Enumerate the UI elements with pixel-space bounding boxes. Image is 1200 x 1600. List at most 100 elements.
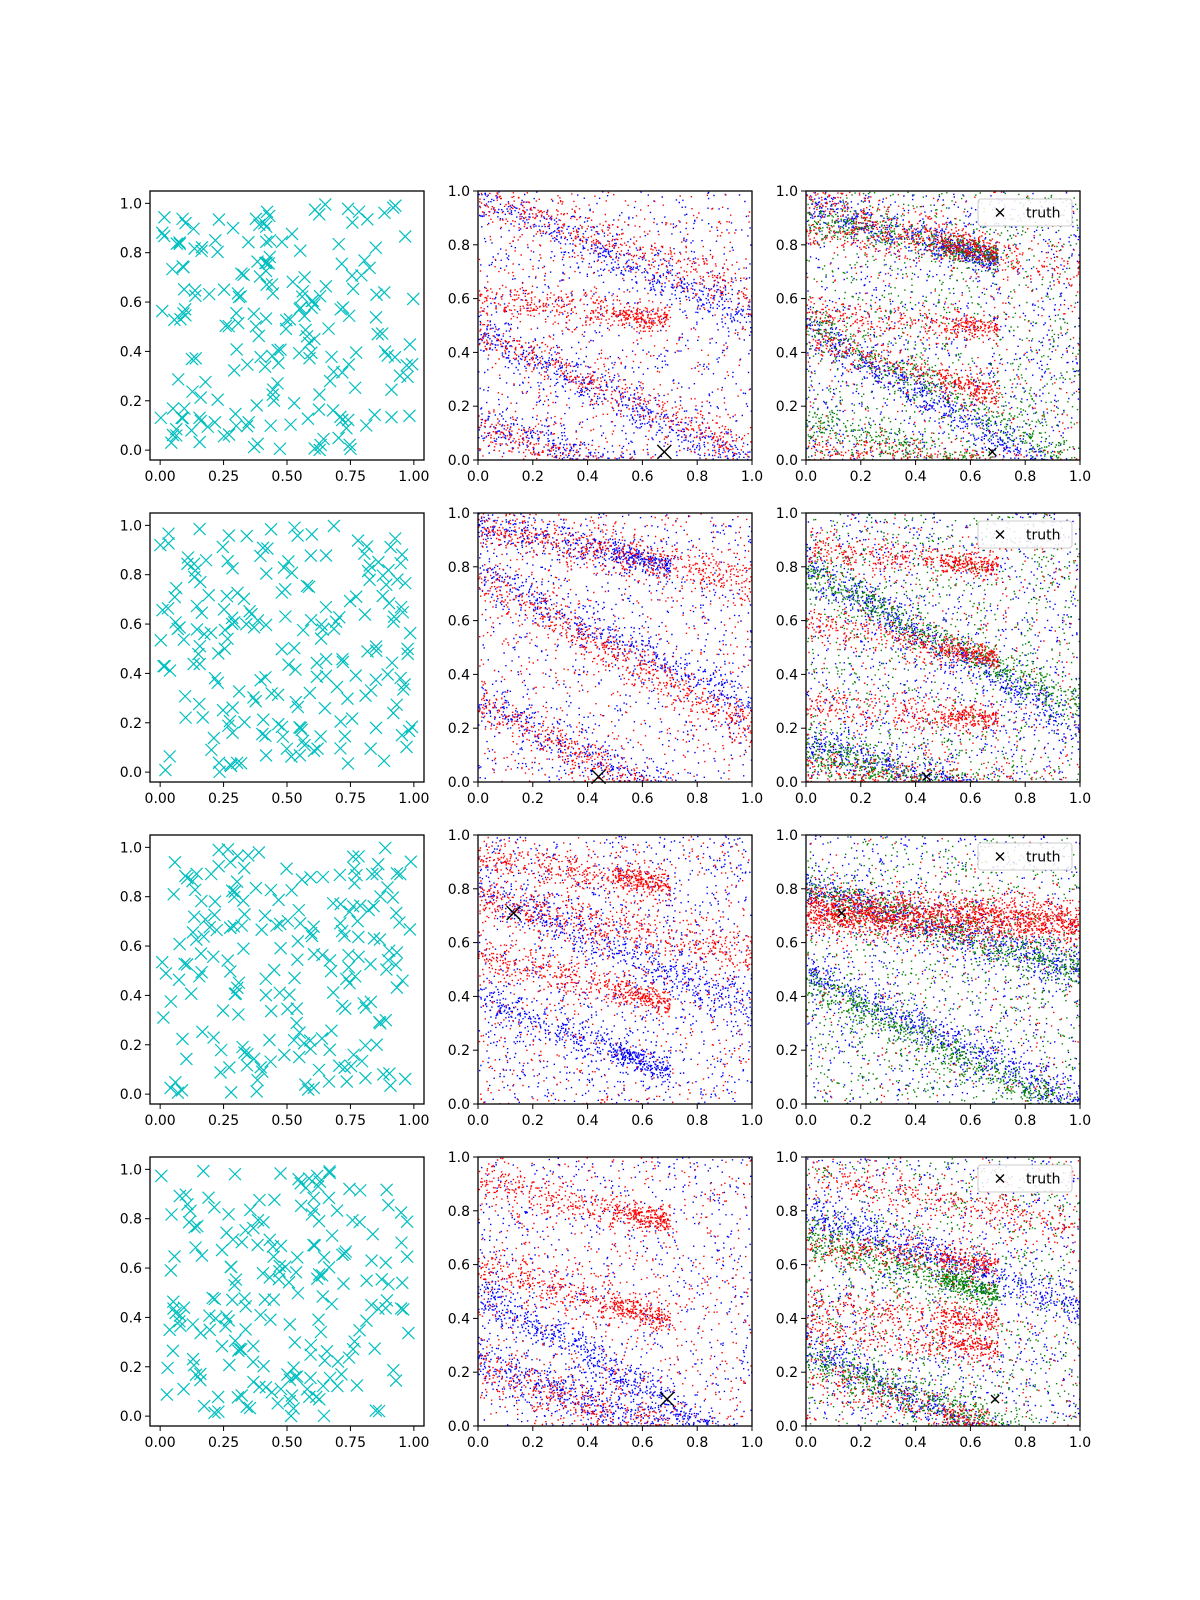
sample-marker — [295, 723, 309, 737]
sample-marker — [263, 250, 277, 264]
sample-marker — [315, 1032, 329, 1045]
sample-marker — [290, 953, 304, 967]
sample-marker — [368, 408, 382, 422]
sample-marker — [379, 1013, 393, 1027]
sample-marker — [260, 278, 274, 292]
point-cloud — [806, 191, 1080, 460]
sample-marker — [335, 924, 349, 938]
x-tick-label: 0.2 — [850, 1435, 872, 1451]
sample-marker — [316, 870, 330, 884]
sample-marker — [186, 385, 199, 399]
sample-marker — [304, 926, 318, 940]
sample-marker — [172, 1314, 186, 1328]
sample-marker — [369, 640, 383, 653]
sample-marker — [237, 861, 251, 875]
x-tick-label: 0.75 — [335, 1113, 366, 1129]
sample-marker — [363, 573, 377, 587]
sample-marker — [259, 256, 272, 270]
panel-r1-c2: 0.0 0.2 0.4 0.6 0.8 1.0 0.0 0.2 0.4 0.6 0.8 1.0 trut… — [776, 506, 1091, 807]
sample-marker — [274, 343, 287, 357]
sample-marker — [401, 647, 415, 661]
sample-marker — [185, 352, 199, 366]
sample-marker — [316, 1379, 330, 1393]
sample-marker — [333, 916, 347, 930]
sample-marker — [395, 1236, 408, 1250]
sample-marker — [369, 241, 383, 255]
sample-marker — [180, 957, 194, 971]
sample-marker — [199, 553, 213, 567]
sample-marker — [197, 1399, 211, 1413]
sample-marker — [202, 1191, 215, 1205]
sample-marker — [285, 1389, 299, 1402]
sample-marker — [264, 419, 278, 433]
sample-marker — [270, 919, 283, 933]
point-cloud — [806, 513, 1080, 782]
sample-marker — [298, 309, 311, 323]
sample-marker — [384, 540, 398, 554]
x-tick-label: 0.0 — [795, 1435, 817, 1451]
sample-marker — [172, 973, 186, 987]
sample-marker — [372, 555, 385, 569]
sample-marker — [218, 642, 232, 656]
sample-marker — [168, 1249, 181, 1263]
y-tick-label: 0.2 — [776, 721, 798, 737]
sample-marker — [214, 1043, 228, 1057]
sample-marker — [342, 1351, 356, 1365]
sample-marker — [302, 580, 316, 594]
sample-marker — [193, 522, 207, 536]
sample-marker — [385, 410, 398, 424]
x-tick-label: 0.8 — [686, 469, 708, 485]
x-tick-label: 0.4 — [904, 469, 926, 485]
sample-marker — [161, 1361, 175, 1375]
y-tick-label: 0.0 — [448, 1419, 470, 1435]
sample-marker — [231, 286, 245, 300]
sample-marker — [323, 1166, 337, 1180]
sample-marker — [228, 1334, 242, 1348]
sample-marker — [238, 715, 251, 729]
x-tick-label: 0.0 — [795, 469, 817, 485]
sample-marker — [283, 1373, 297, 1387]
x-tick-label: 0.8 — [1014, 1113, 1036, 1129]
sample-marker — [208, 671, 222, 685]
truth-marker — [837, 908, 847, 918]
sample-marker — [254, 1060, 268, 1074]
legend-label: truth — [1026, 206, 1060, 222]
sample-marker — [390, 981, 404, 994]
sample-marker — [259, 235, 273, 249]
y-tick-label: 0.0 — [448, 453, 470, 469]
y-tick-label: 0.8 — [120, 890, 142, 906]
sample-marker — [189, 1241, 203, 1254]
sample-marker — [236, 894, 250, 908]
point-cloud — [478, 191, 752, 460]
y-tick-label: 0.2 — [776, 1043, 798, 1059]
sample-marker — [381, 349, 395, 362]
sample-marker — [224, 1085, 238, 1099]
x-tick-label: 0.75 — [335, 791, 366, 807]
sample-marker — [365, 1254, 379, 1268]
y-tick-label: 1.0 — [448, 506, 470, 522]
sample-marker — [305, 929, 319, 943]
sample-marker — [177, 633, 191, 647]
sample-marker — [253, 270, 267, 284]
y-tick-label: 1.0 — [448, 828, 470, 844]
y-tick-label: 0.8 — [120, 1212, 142, 1228]
sample-marker — [319, 279, 333, 293]
series-green — [806, 835, 1080, 1104]
sample-marker — [320, 1344, 334, 1358]
sample-marker — [379, 1301, 393, 1315]
y-tick-label: 0.4 — [120, 1310, 142, 1326]
legend-marker — [995, 530, 1005, 539]
axes-frame — [805, 1156, 1081, 1427]
sample-marker — [334, 715, 348, 729]
legend-marker — [995, 1174, 1005, 1183]
x-tick-label: 0.8 — [686, 791, 708, 807]
sample-marker — [238, 907, 251, 921]
y-tick-label: 0.4 — [776, 345, 798, 361]
sample-marker — [324, 964, 338, 978]
sample-marker — [215, 1243, 229, 1257]
sample-marker — [352, 849, 366, 863]
sample-marker — [187, 910, 201, 924]
panel-r3-c1: 0.0 0.2 0.4 0.6 0.8 1.0 0.0 0.2 0.4 0.6 0.8 1.0 — [448, 1150, 763, 1451]
sample-marker — [166, 1295, 180, 1309]
y-tick-label: 0.6 — [776, 1258, 798, 1274]
